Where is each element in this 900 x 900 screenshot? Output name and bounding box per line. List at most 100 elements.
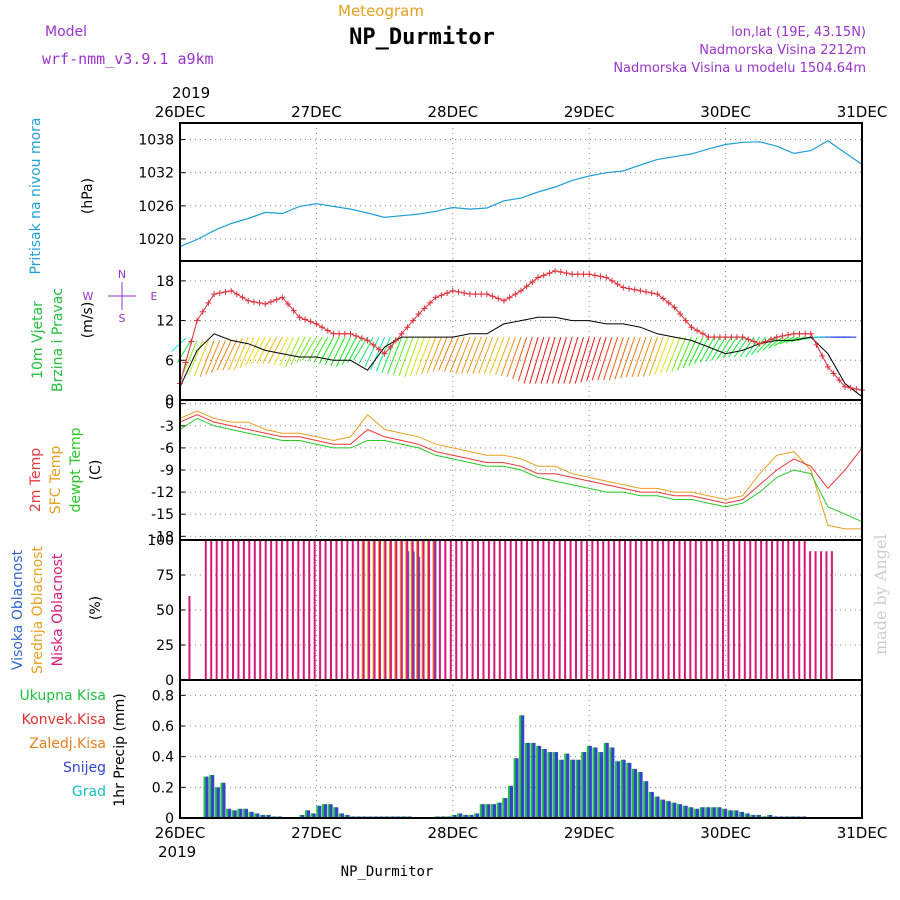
- wind-barb: [620, 336, 636, 379]
- wind-barb: [682, 336, 698, 369]
- wind-marker: [324, 327, 331, 334]
- wind-marker: [495, 295, 502, 302]
- precip-total-bar: [575, 759, 579, 818]
- wind-marker: [404, 324, 411, 331]
- wind-barb: [483, 336, 499, 374]
- wind-barb: [375, 336, 391, 372]
- panel-frame: [179, 679, 863, 819]
- wind-barb: [540, 336, 556, 384]
- snow-bar: [735, 810, 739, 818]
- precip-total-bar: [451, 814, 455, 818]
- precip-total-bar: [468, 814, 472, 818]
- wind-marker: [699, 330, 706, 337]
- wind-marker: [245, 297, 252, 304]
- snow-bar: [312, 813, 316, 818]
- wind-barb: [239, 336, 255, 369]
- precip-total-bar: [305, 810, 308, 818]
- precip-total-bar: [569, 759, 573, 818]
- y-tick-label: 18: [156, 274, 174, 290]
- snow-bar: [306, 810, 311, 818]
- wind-label-2: Brzina i Pravac: [50, 288, 66, 392]
- wind-marker: [648, 289, 655, 296]
- precip-total-bar: [299, 814, 303, 818]
- snow-bar: [261, 814, 265, 818]
- wind-barb: [631, 336, 647, 377]
- precip-total-bar: [631, 768, 635, 818]
- wind-barb: [654, 336, 670, 375]
- precip-legend-item: Zaledj.Kisa: [29, 736, 106, 752]
- snow-bar: [633, 768, 637, 818]
- wind-barb: [392, 336, 408, 375]
- wind-barb: [688, 336, 704, 367]
- snow-bar: [695, 808, 699, 818]
- precip-total-bar: [643, 781, 646, 818]
- wind-barb: [301, 336, 317, 361]
- y-tick-label: 0.6: [152, 719, 174, 735]
- precip-total-bar: [558, 759, 562, 818]
- precip-total-bar: [209, 775, 212, 818]
- snow-bar: [476, 813, 480, 818]
- snow-bar: [724, 808, 728, 818]
- wind-barb: [489, 336, 505, 374]
- precip-total-bar: [581, 752, 584, 818]
- wind-marker: [302, 316, 309, 323]
- y-tick-label: 100: [147, 533, 174, 549]
- wind-barb: [262, 336, 278, 364]
- wind-marker: [290, 307, 297, 314]
- wind-barb: [455, 336, 471, 374]
- precip-total-bar: [333, 807, 336, 818]
- wind-barb: [665, 336, 681, 373]
- wind-label: 10m Vjetar: [30, 301, 46, 379]
- snow-bar: [515, 758, 519, 818]
- wind-marker: [432, 294, 439, 301]
- sfc-temp-line: [179, 410, 862, 530]
- wind-marker: [284, 301, 291, 308]
- wind-barb: [614, 336, 630, 380]
- high-cloud-label: Visoka Oblacnost: [10, 549, 26, 670]
- precip-total-bar: [682, 805, 686, 818]
- precip-total-bar: [541, 749, 545, 818]
- wind-marker: [762, 338, 769, 345]
- wind-barb: [728, 336, 744, 358]
- wind-marker: [216, 289, 223, 296]
- wind-barb: [193, 340, 209, 376]
- precip-total-bar: [755, 814, 759, 818]
- precip-total-bar: [620, 759, 624, 818]
- wind-marker: [353, 333, 360, 340]
- wind-barb: [506, 336, 522, 377]
- snow-bar: [256, 813, 260, 818]
- wind-marker: [773, 334, 780, 341]
- snow-bar: [611, 747, 615, 818]
- wind-barb: [358, 336, 374, 364]
- precip-total-bar: [226, 808, 229, 818]
- precip-total-bar: [496, 802, 500, 818]
- snow-bar: [521, 715, 525, 818]
- precip-total-bar: [265, 814, 269, 818]
- snow-bar: [244, 808, 249, 818]
- precip-total-bar: [648, 791, 652, 818]
- snow-bar: [335, 807, 339, 818]
- y-tick-label: 1032: [138, 166, 174, 182]
- snow-bar: [504, 798, 508, 818]
- y-tick-label: -12: [151, 485, 174, 501]
- wind-marker: [489, 293, 496, 300]
- snow-bar: [346, 814, 350, 818]
- wind-marker: [461, 289, 468, 296]
- y-tick-label: -18: [151, 529, 174, 545]
- day-label-bottom: 28DEC: [428, 824, 479, 842]
- snow-bar: [684, 805, 688, 818]
- snow-bar: [453, 814, 457, 818]
- snow-bar: [752, 814, 756, 818]
- wind-barb: [563, 336, 579, 384]
- day-label-bottom: 26DEC: [155, 824, 206, 842]
- precip-total-bar: [243, 808, 246, 818]
- dewpoint-line: [179, 417, 863, 523]
- wind-marker: [427, 299, 434, 306]
- snow-bar: [718, 807, 722, 818]
- precip-total-bar: [699, 807, 703, 818]
- snow-bar: [239, 808, 243, 818]
- gust-line: [179, 316, 863, 398]
- pressure-unit: (hPa): [80, 178, 96, 214]
- y-tick-label: 1038: [138, 133, 174, 149]
